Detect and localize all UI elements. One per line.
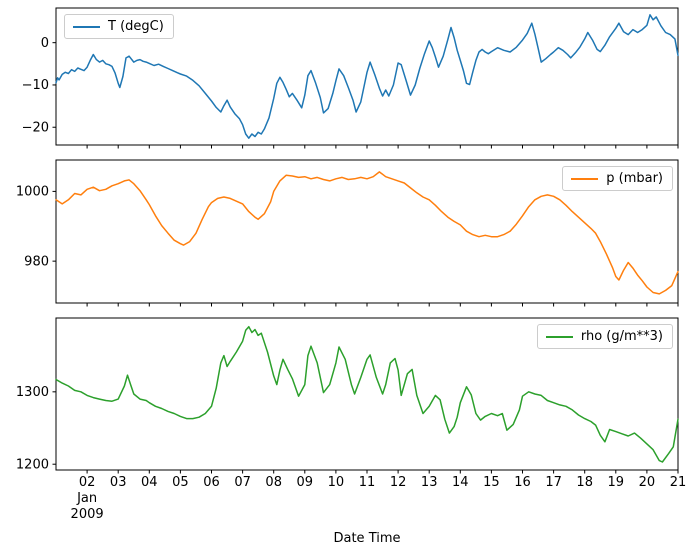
density-subplot: 1300 1200 (16, 317, 679, 474)
legend-label-temperature: T (degC) (108, 19, 164, 34)
y-tick-label: −10 (22, 78, 49, 93)
x-tick-sublabel: Jan (76, 491, 97, 506)
x-tick-label: 09 (297, 475, 314, 490)
x-axis-title: Date Time (333, 531, 400, 546)
x-tick-label: 10 (328, 475, 345, 490)
x-tick-sublabel: 2009 (71, 507, 104, 522)
legend-label-density: rho (g/m**3) (580, 329, 663, 344)
x-tick-label: 11 (359, 475, 376, 490)
legend-pressure: p (mbar) (562, 166, 673, 191)
x-tick-label: 02 (79, 475, 96, 490)
x-tick-label: 19 (608, 475, 625, 490)
x-tick-label: 13 (421, 475, 438, 490)
y-tick-label: −20 (22, 120, 49, 135)
temperature-line (55, 14, 679, 139)
density-line-sample (545, 335, 573, 338)
y-tick-label: 0 (41, 36, 49, 51)
density-line (55, 325, 679, 463)
x-tick-label: 18 (576, 475, 593, 490)
x-tick-label: 15 (483, 475, 500, 490)
x-tick-label: 12 (390, 475, 407, 490)
y-tick-label: 1300 (16, 385, 49, 400)
y-tick-label: 980 (24, 254, 49, 269)
x-tick-label: 21 (670, 475, 687, 490)
x-tick-label: 03 (110, 475, 127, 490)
legend-temperature: T (degC) (64, 14, 174, 39)
x-tick-label: 20 (639, 475, 656, 490)
legend-density: rho (g/m**3) (536, 324, 673, 349)
pressure-line-sample (571, 177, 599, 180)
x-tick-label: 05 (172, 475, 189, 490)
y-tick-label: 1200 (16, 457, 49, 472)
x-tick-label: 17 (545, 475, 562, 490)
temperature-subplot: 0 −10 −20 (22, 7, 679, 149)
temperature-line-sample (73, 25, 100, 28)
x-tick-label: 07 (234, 475, 251, 490)
x-tick-label: 06 (203, 475, 220, 490)
x-tick-label: 14 (452, 475, 469, 490)
x-tick-label: 08 (265, 475, 282, 490)
x-tick-label: 04 (141, 475, 158, 490)
y-tick-label: 1000 (16, 185, 49, 200)
legend-label-pressure: p (mbar) (606, 171, 663, 186)
pressure-subplot: 1000 980 (16, 159, 679, 307)
x-tick-label: 16 (514, 475, 531, 490)
pressure-line (55, 171, 679, 295)
